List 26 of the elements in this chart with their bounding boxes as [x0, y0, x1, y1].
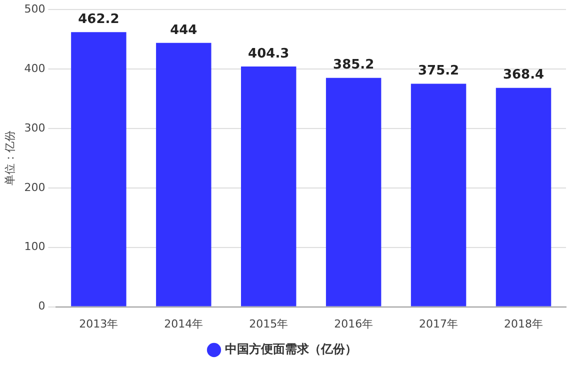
y-tick-label: 200	[24, 180, 46, 194]
x-tick-label: 2014年	[164, 317, 204, 330]
bar	[326, 78, 382, 306]
y-tick-label: 300	[24, 121, 46, 134]
bar	[71, 32, 126, 306]
y-axis-title: 单位：亿份	[3, 130, 16, 186]
x-tick-label: 2015年	[249, 317, 288, 330]
y-tick-label: 0	[38, 300, 46, 313]
data-label: 385.2	[333, 58, 374, 73]
bar	[410, 84, 466, 306]
x-tick-label: 2018年	[504, 317, 544, 330]
data-label: 462.2	[78, 12, 120, 27]
y-tick-label: 100	[24, 240, 46, 254]
y-tick-label: 500	[24, 2, 46, 16]
bar	[496, 88, 552, 306]
data-label: 375.2	[418, 64, 460, 79]
x-tick-label: 2017年	[419, 317, 458, 330]
legend-label: 中国方便面需求（亿份）	[225, 342, 357, 356]
x-tick-label: 2016年	[334, 317, 374, 330]
data-label: 368.4	[502, 68, 544, 83]
bar	[156, 42, 212, 306]
data-label: 404.3	[248, 46, 290, 62]
y-tick-label: 400	[24, 62, 46, 75]
data-label: 444	[170, 22, 198, 38]
x-tick-label: 2013年	[79, 317, 118, 330]
bar	[241, 66, 296, 306]
